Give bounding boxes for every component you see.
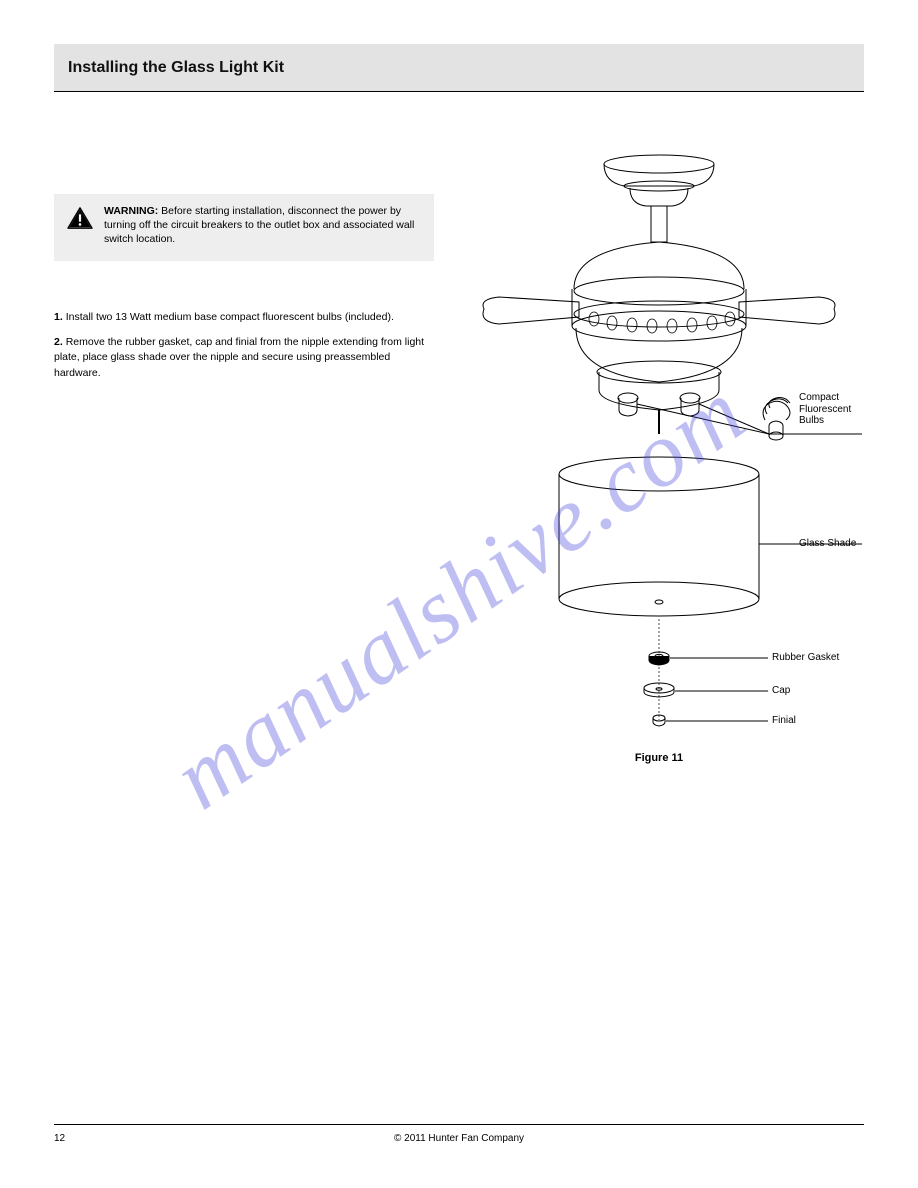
warning-text: WARNING: Before starting installation, d… (104, 204, 422, 247)
warning-heading: WARNING: (104, 205, 158, 217)
step-number: 2. (54, 336, 63, 348)
copyright-text: © 2011 Hunter Fan Company (54, 1133, 864, 1144)
callout-finial: Finial (772, 715, 796, 727)
callout-cap: Cap (772, 685, 790, 697)
callout-gasket: Rubber Gasket (772, 652, 839, 664)
section-header: Installing the Glass Light Kit (54, 44, 864, 92)
callout-text: Finial (772, 715, 796, 726)
page-number: 12 (54, 1133, 65, 1144)
warning-icon (66, 204, 94, 247)
step-body: Remove the rubber gasket, cap and finial… (54, 336, 424, 378)
step-2: 2. Remove the rubber gasket, cap and fin… (54, 335, 434, 381)
step-number: 1. (54, 311, 63, 323)
diagram-figure: CompactFluorescent Bulbs Glass Shade Rub… (454, 124, 864, 764)
fan-diagram (454, 124, 864, 764)
callout-text: CompactFluorescent Bulbs (799, 392, 851, 426)
callout-text: Rubber Gasket (772, 652, 839, 663)
callout-text: Glass Shade (799, 538, 856, 549)
warning-box: WARNING: Before starting installation, d… (54, 194, 434, 261)
step-body: Install two 13 Watt medium base compact … (66, 311, 394, 323)
callout-text: Cap (772, 685, 790, 696)
step-1: 1. Install two 13 Watt medium base compa… (54, 310, 434, 325)
callout-bulbs: CompactFluorescent Bulbs (799, 392, 869, 427)
page-container: Installing the Glass Light Kit WARNING: … (54, 44, 864, 1144)
callout-glass: Glass Shade (799, 538, 856, 550)
page-footer: 12 © 2011 Hunter Fan Company (54, 1124, 864, 1144)
instruction-steps: 1. Install two 13 Watt medium base compa… (54, 310, 434, 391)
figure-caption: Figure 11 (454, 752, 864, 764)
section-title: Installing the Glass Light Kit (68, 59, 284, 77)
